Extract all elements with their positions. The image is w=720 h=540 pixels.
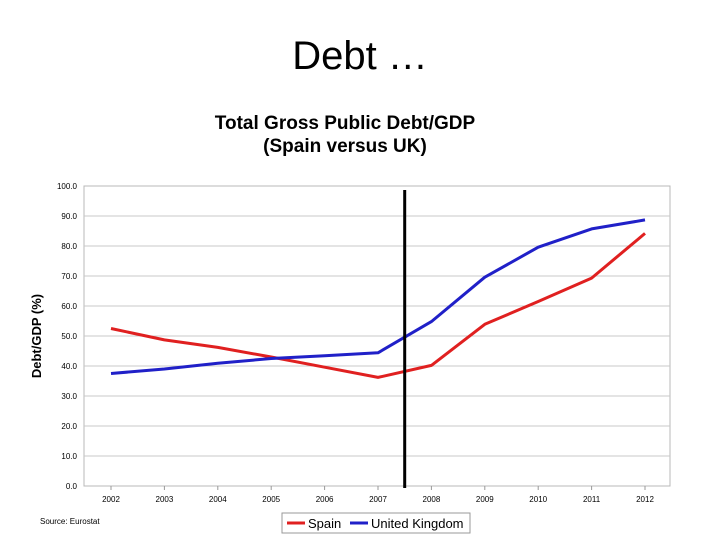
x-tick-label-2010: 2010	[529, 495, 547, 504]
x-tick-label-2002: 2002	[102, 495, 120, 504]
legend-label-united-kingdom: United Kingdom	[371, 516, 464, 531]
y-tick-label-0: 0.0	[66, 482, 78, 491]
slide-title: Debt …	[292, 34, 428, 78]
x-tick-label-2011: 2011	[583, 495, 601, 504]
y-tick-label-4: 40.0	[61, 362, 77, 371]
y-tick-label-10: 100.0	[57, 182, 78, 191]
chart-title-line-2: (Spain versus UK)	[263, 136, 427, 157]
y-tick-label-8: 80.0	[61, 242, 77, 251]
y-tick-label-3: 30.0	[61, 392, 77, 401]
legend: Spain United Kingdom	[281, 512, 471, 534]
y-tick-label-6: 60.0	[61, 302, 77, 311]
x-tick-label-2006: 2006	[316, 495, 334, 504]
y-axis-ticks: 0.0 10.0 20.0 30.0 40.0 50.0 60.0 70.0 80.0 90.0 1…	[57, 182, 78, 491]
source-note: Source: Eurostat	[40, 517, 100, 526]
x-tick-label-2003: 2003	[156, 495, 174, 504]
x-axis-ticks: 2002 2003 2004 2005 2006 2007 2008 2009 2010 2011…	[102, 486, 654, 504]
series-line-spain	[110, 232, 646, 379]
x-tick-label-2008: 2008	[423, 495, 441, 504]
x-tick-label-2005: 2005	[262, 495, 280, 504]
y-tick-label-2: 20.0	[61, 422, 77, 431]
legend-box	[281, 512, 471, 534]
x-tick-label-2012: 2012	[636, 495, 654, 504]
legend-label-spain: Spain	[308, 516, 341, 531]
y-tick-label-7: 70.0	[61, 272, 77, 281]
chart-title-line-1: Total Gross Public Debt/GDP	[214, 113, 476, 134]
series-line-united-kingdom	[110, 218, 646, 375]
x-tick-label-2007: 2007	[369, 495, 387, 504]
chart-title: Total Gross Public Debt/GDP (Spain versu…	[130, 112, 560, 158]
x-tick-label-2004: 2004	[209, 495, 227, 504]
y-axis-title: Debt/GDP (%)	[29, 294, 44, 378]
series-lines	[110, 218, 646, 379]
x-tick-label-2009: 2009	[476, 495, 494, 504]
y-tick-label-1: 10.0	[61, 452, 77, 461]
y-tick-label-9: 90.0	[61, 212, 77, 221]
y-tick-label-5: 50.0	[61, 332, 77, 341]
